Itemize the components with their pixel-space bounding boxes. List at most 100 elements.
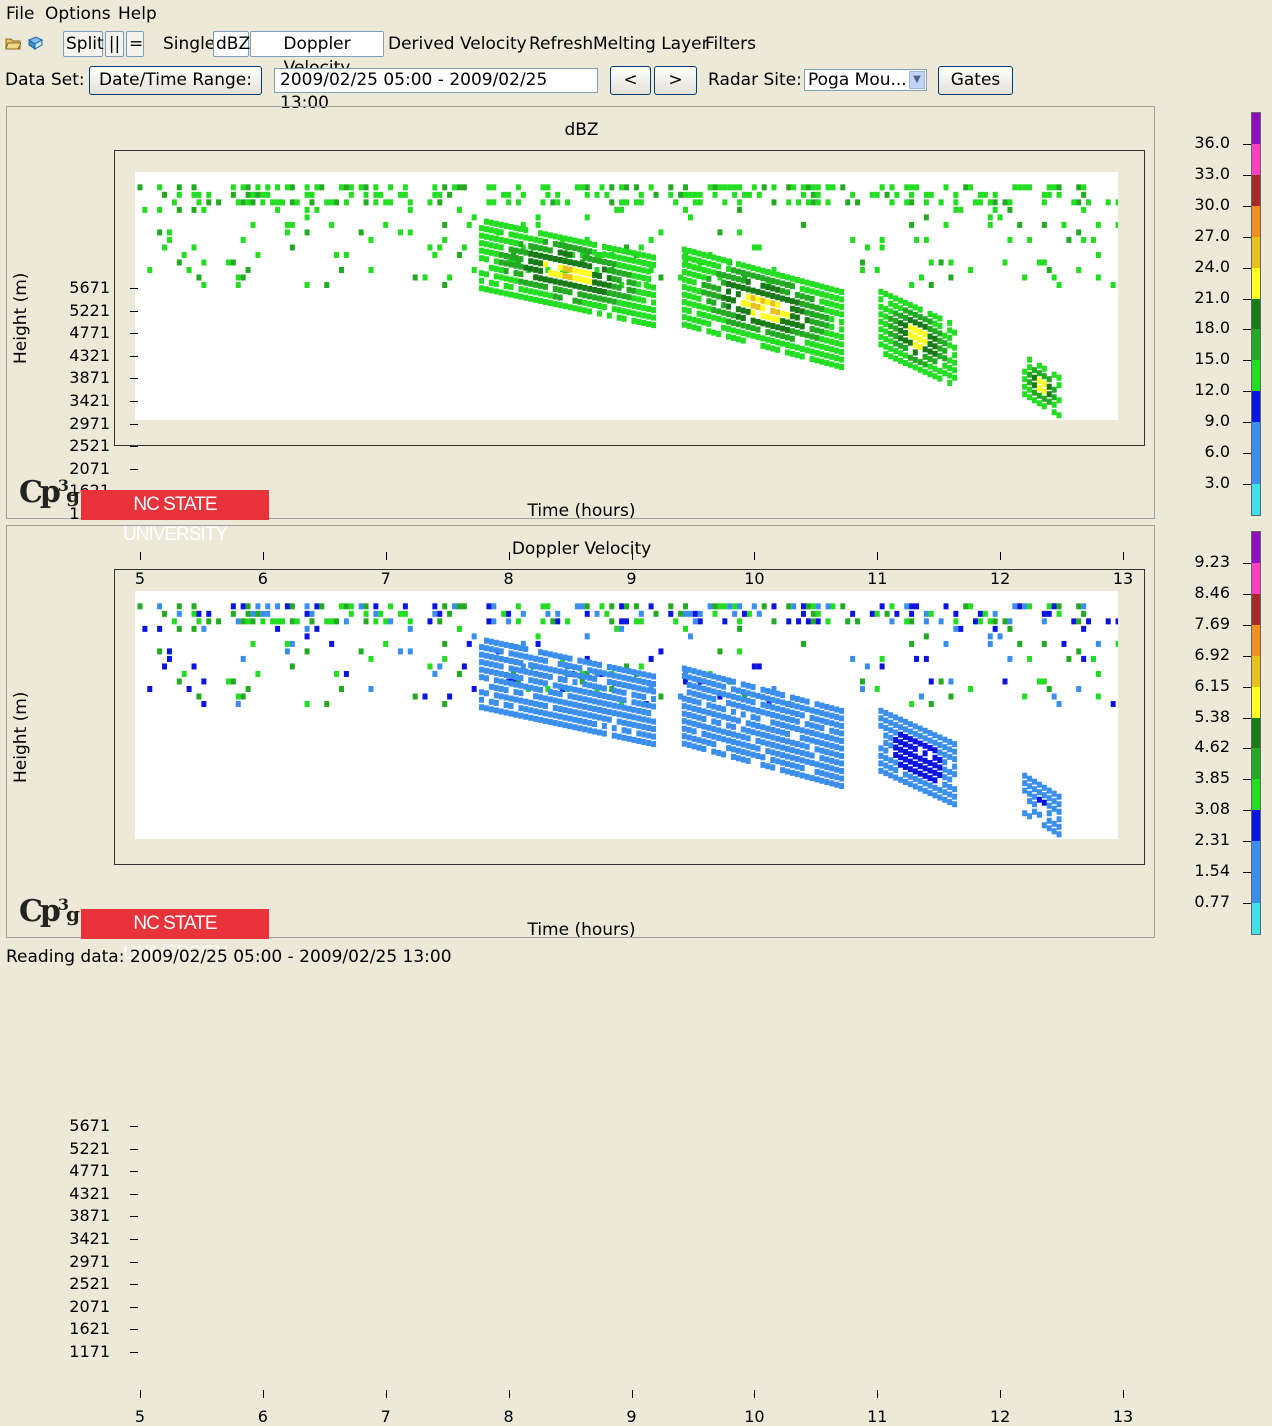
radar-gate-cell bbox=[636, 251, 642, 258]
radar-gate-cell bbox=[538, 252, 544, 259]
radar-gate-cell bbox=[789, 350, 795, 357]
menu-help[interactable]: Help bbox=[118, 4, 157, 24]
radar-gate-cell bbox=[804, 279, 810, 286]
radar-gate-cell bbox=[942, 766, 948, 773]
radar-gate-cell bbox=[902, 360, 908, 367]
filters-button[interactable]: Filters bbox=[705, 34, 756, 54]
radar-gate-cell bbox=[819, 336, 825, 343]
radar-gate-cell bbox=[726, 281, 732, 288]
chevron-down-icon[interactable]: ▼ bbox=[909, 71, 925, 89]
radar-gate-cell bbox=[515, 199, 521, 206]
next-button[interactable]: > bbox=[654, 66, 697, 95]
radar-gate-cell bbox=[716, 270, 722, 277]
radar-gate-cell bbox=[614, 206, 620, 213]
prev-button[interactable]: < bbox=[610, 66, 651, 95]
radar-gate-cell bbox=[552, 270, 558, 277]
radar-gate-cell bbox=[839, 288, 845, 295]
radar-gate-cell bbox=[518, 690, 524, 697]
folder-open-icon[interactable] bbox=[5, 36, 21, 50]
radar-gate-cell bbox=[626, 271, 632, 278]
radar-gate-cell bbox=[834, 340, 840, 347]
melting-layer-button[interactable]: Melting Layer bbox=[593, 34, 709, 54]
radar-gate-cell bbox=[592, 301, 598, 308]
menu-file[interactable]: File bbox=[6, 4, 35, 24]
radar-gate-cell bbox=[523, 646, 529, 653]
radar-gate-cell bbox=[1031, 374, 1037, 381]
colorbar-tick-mark bbox=[1243, 329, 1251, 331]
radar-gate-cell bbox=[732, 610, 738, 617]
radar-gate-cell bbox=[557, 272, 563, 279]
radar-gate-cell bbox=[255, 184, 261, 191]
radar-gate-cell bbox=[726, 265, 732, 272]
date-time-range-button[interactable]: Date/Time Range: bbox=[89, 66, 262, 95]
radar-gate-cell bbox=[740, 696, 746, 703]
radar-gate-cell bbox=[1022, 184, 1028, 191]
radar-gate-cell bbox=[810, 199, 816, 206]
radar-gate-cell bbox=[402, 603, 408, 610]
radar-gate-cell bbox=[606, 679, 612, 686]
radar-gate-cell bbox=[1056, 374, 1062, 381]
radar-gate-cell bbox=[815, 610, 821, 617]
radar-gate-cell bbox=[909, 199, 915, 206]
refresh-button[interactable]: Refresh bbox=[529, 34, 594, 54]
radar-gate-cell bbox=[488, 279, 494, 286]
radar-gate-cell bbox=[888, 742, 894, 749]
radar-gate-cell bbox=[923, 610, 929, 617]
stacked-button[interactable]: = bbox=[126, 31, 144, 57]
derived-velocity-button[interactable]: Derived Velocity bbox=[388, 34, 527, 54]
radar-gate-cell bbox=[1056, 397, 1062, 404]
radar-gate-cell bbox=[191, 625, 197, 632]
radar-gate-cell bbox=[691, 675, 697, 682]
single-button[interactable]: Single bbox=[163, 34, 216, 54]
radar-gate-cell bbox=[646, 717, 652, 724]
radar-gate-cell bbox=[730, 738, 736, 745]
radar-gate-cell bbox=[696, 707, 702, 714]
radar-gate-cell bbox=[889, 199, 895, 206]
radar-gate-cell bbox=[912, 775, 918, 782]
radar-gate-cell bbox=[909, 603, 915, 610]
radar-site-select[interactable]: Poga Mou... ▼ bbox=[804, 69, 927, 91]
split-button[interactable]: Split bbox=[63, 31, 104, 57]
radar-gate-cell bbox=[363, 618, 369, 625]
radar-gate-cell bbox=[726, 288, 732, 295]
radar-gate-cell bbox=[488, 683, 494, 690]
radar-gate-cell bbox=[711, 688, 717, 695]
radar-gate-cell bbox=[942, 796, 948, 803]
radar-gate-cell bbox=[909, 191, 915, 198]
radar-gate-cell bbox=[646, 268, 652, 275]
radar-gate-cell bbox=[730, 716, 736, 723]
colorbar-segment bbox=[1252, 562, 1260, 594]
radar-gate-cell bbox=[893, 752, 899, 759]
radar-gate-cell bbox=[814, 312, 820, 319]
side-by-side-button[interactable]: || bbox=[105, 31, 124, 57]
radar-gate-cell bbox=[681, 733, 687, 740]
radar-gate-cell bbox=[324, 701, 330, 708]
date-range-field[interactable]: 2009/02/25 05:00 - 2009/02/25 13:00 bbox=[274, 68, 598, 113]
doppler-velocity-button[interactable]: Doppler Velocity bbox=[250, 31, 384, 78]
radar-gate-cell bbox=[907, 766, 913, 773]
radar-gate-cell bbox=[1066, 655, 1072, 662]
radar-gate-cell bbox=[196, 693, 202, 700]
radar-gate-cell bbox=[927, 371, 933, 378]
gates-button[interactable]: Gates bbox=[938, 66, 1013, 95]
radar-gate-cell bbox=[196, 191, 202, 198]
radar-gate-cell bbox=[545, 610, 551, 617]
menu-options[interactable]: Options bbox=[45, 4, 111, 24]
radar-gate-cell bbox=[616, 269, 622, 276]
radar-gate-cell bbox=[309, 610, 315, 617]
radar-gate-cell bbox=[479, 704, 485, 711]
dbz-button[interactable]: dBZ bbox=[213, 31, 250, 57]
radar-gate-cell bbox=[789, 702, 795, 709]
book-icon[interactable] bbox=[27, 36, 43, 50]
radar-gate-cell bbox=[696, 288, 702, 295]
radar-gate-cell bbox=[938, 678, 944, 685]
radar-gate-cell bbox=[518, 697, 524, 704]
radar-gate-cell bbox=[206, 618, 212, 625]
radar-gate-cell bbox=[1017, 184, 1023, 191]
radar-gate-cell bbox=[538, 297, 544, 304]
dbz-y-axis-label: Height (m) bbox=[11, 272, 31, 364]
radar-gate-cell bbox=[814, 731, 820, 738]
radar-gate-cell bbox=[717, 184, 723, 191]
radar-gate-cell bbox=[785, 723, 791, 730]
radar-gate-cell bbox=[794, 748, 800, 755]
